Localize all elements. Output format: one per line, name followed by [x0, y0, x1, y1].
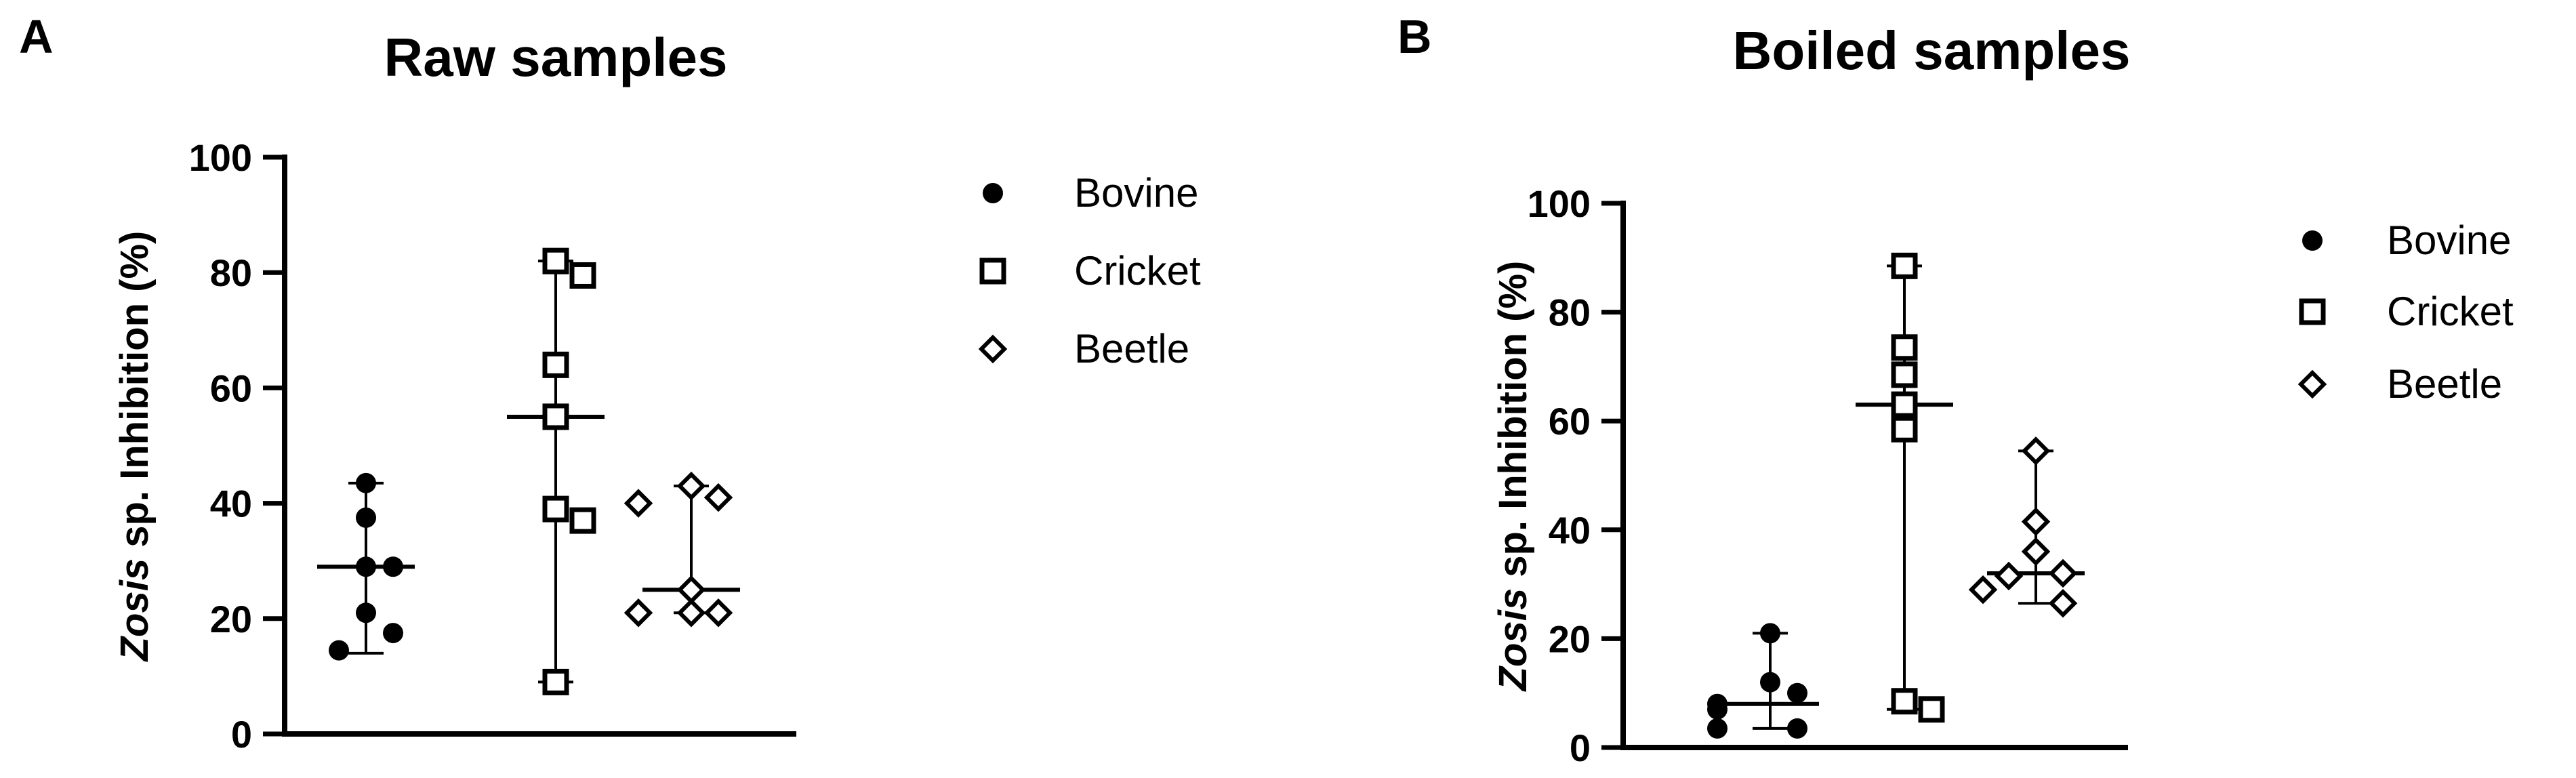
bovine-point [1787, 682, 1807, 703]
beetle-point [2021, 507, 2051, 536]
legend-label-bovine: Bovine [2387, 218, 2511, 263]
beetle-point [703, 598, 733, 628]
beetle-point [676, 471, 706, 501]
cricket-point [542, 247, 569, 274]
chart-panel-a: A Raw samples Zosis sp. Inhibition (%) 0 20 4… [19, 10, 1201, 756]
chart-panel-b: B Boiled samples Zosis sp. Inhibition (%) 0… [1397, 10, 2514, 769]
legend-label-cricket: Cricket [2387, 289, 2514, 334]
beetle-point [1994, 561, 2024, 591]
cricket-point [1891, 391, 1918, 418]
cricket-point [542, 351, 569, 378]
y-axis-label-italic: Zosis [1491, 588, 1535, 693]
cricket-point [1891, 361, 1918, 388]
panel-letter: A [19, 10, 54, 63]
legend-marker-bovine [2302, 230, 2323, 251]
y-tick-label: 80 [210, 251, 252, 294]
y-axis-label-italic: Zosis [113, 558, 157, 663]
cricket-point [1891, 688, 1918, 715]
series-beetle [623, 471, 740, 628]
cricket-point [542, 403, 569, 430]
y-axis-label: Zosis sp. Inhibition (%) [113, 231, 157, 663]
y-tick-label: 20 [1549, 617, 1591, 660]
y-axis-label-rest: sp. Inhibition (%) [1491, 261, 1535, 588]
beetle-point [2021, 436, 2051, 466]
legend-marker-bovine [983, 183, 1003, 203]
series-bovine [1707, 623, 1819, 739]
bovine-point [1760, 623, 1780, 644]
legend-marker-cricket [979, 258, 1006, 285]
y-tick-label: 100 [1528, 182, 1591, 225]
bovine-point [383, 556, 403, 577]
y-tick-label: 100 [189, 136, 252, 179]
bovine-point [356, 556, 376, 577]
series-bovine [317, 472, 415, 661]
y-tick-label: 60 [210, 367, 252, 409]
y-axis-label-rest: sp. Inhibition (%) [113, 231, 157, 558]
cricket-point [542, 668, 569, 695]
beetle-point [2048, 588, 2078, 618]
series-cricket [1856, 252, 1953, 723]
y-tick-label: 0 [1570, 726, 1591, 769]
legend-label-beetle: Beetle [1074, 326, 1189, 371]
beetle-point [623, 489, 653, 518]
bovine-point [356, 507, 376, 528]
legend-marker-beetle [978, 334, 1008, 364]
legend-marker-beetle [2297, 369, 2327, 399]
beetle-point [2048, 558, 2078, 588]
legend-label-bovine: Bovine [1074, 170, 1198, 216]
y-tick-label: 20 [210, 598, 252, 640]
y-tick-label: 80 [1549, 291, 1591, 334]
cricket-point [542, 495, 569, 523]
cricket-point [1891, 334, 1918, 361]
y-tick-label: 40 [210, 483, 252, 525]
beetle-point [623, 598, 653, 628]
bovine-point [383, 623, 403, 644]
chart-title: Raw samples [384, 27, 728, 87]
series-cricket [507, 247, 605, 695]
cricket-point [569, 262, 596, 289]
cricket-point [1918, 696, 1945, 723]
bovine-point [329, 640, 349, 661]
bovine-point [356, 602, 376, 623]
legend-marker-cricket [2299, 298, 2326, 325]
y-tick-label: 60 [1549, 400, 1591, 443]
cricket-point [1891, 252, 1918, 279]
bovine-point [356, 472, 376, 493]
y-tick-label: 0 [231, 713, 252, 756]
beetle-point [2021, 537, 2051, 567]
y-tick-label: 40 [1549, 509, 1591, 552]
beetle-point [676, 598, 706, 628]
beetle-point [1968, 575, 1998, 605]
legend-label-cricket: Cricket [1074, 248, 1201, 293]
beetle-point [703, 483, 733, 512]
bovine-point [1707, 699, 1727, 720]
cricket-point [1891, 415, 1918, 443]
series-beetle [1968, 436, 2085, 618]
bovine-point [1707, 718, 1727, 739]
chart-title: Boiled samples [1733, 20, 2131, 81]
panel-letter: B [1397, 10, 1432, 63]
bovine-point [1787, 718, 1807, 739]
y-axis-label: Zosis sp. Inhibition (%) [1491, 261, 1535, 693]
beetle-point [676, 575, 706, 605]
legend-label-beetle: Beetle [2387, 361, 2502, 407]
bovine-point [1760, 672, 1780, 693]
cricket-point [569, 507, 596, 534]
